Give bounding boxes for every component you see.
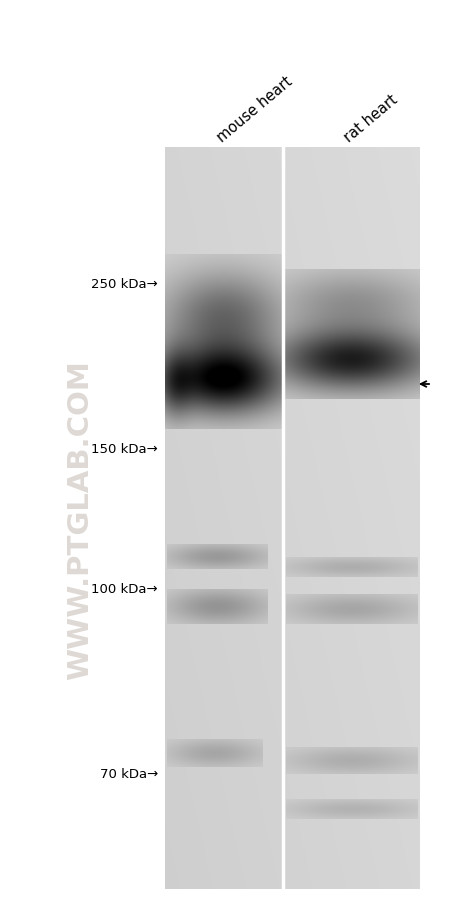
Text: mouse heart: mouse heart (214, 74, 295, 145)
Text: 70 kDa→: 70 kDa→ (100, 768, 158, 780)
Text: 250 kDa→: 250 kDa→ (91, 278, 158, 291)
Text: 100 kDa→: 100 kDa→ (91, 583, 158, 596)
Text: 150 kDa→: 150 kDa→ (91, 443, 158, 456)
Text: rat heart: rat heart (342, 92, 400, 145)
Text: WWW.PTGLAB.COM: WWW.PTGLAB.COM (66, 360, 94, 679)
